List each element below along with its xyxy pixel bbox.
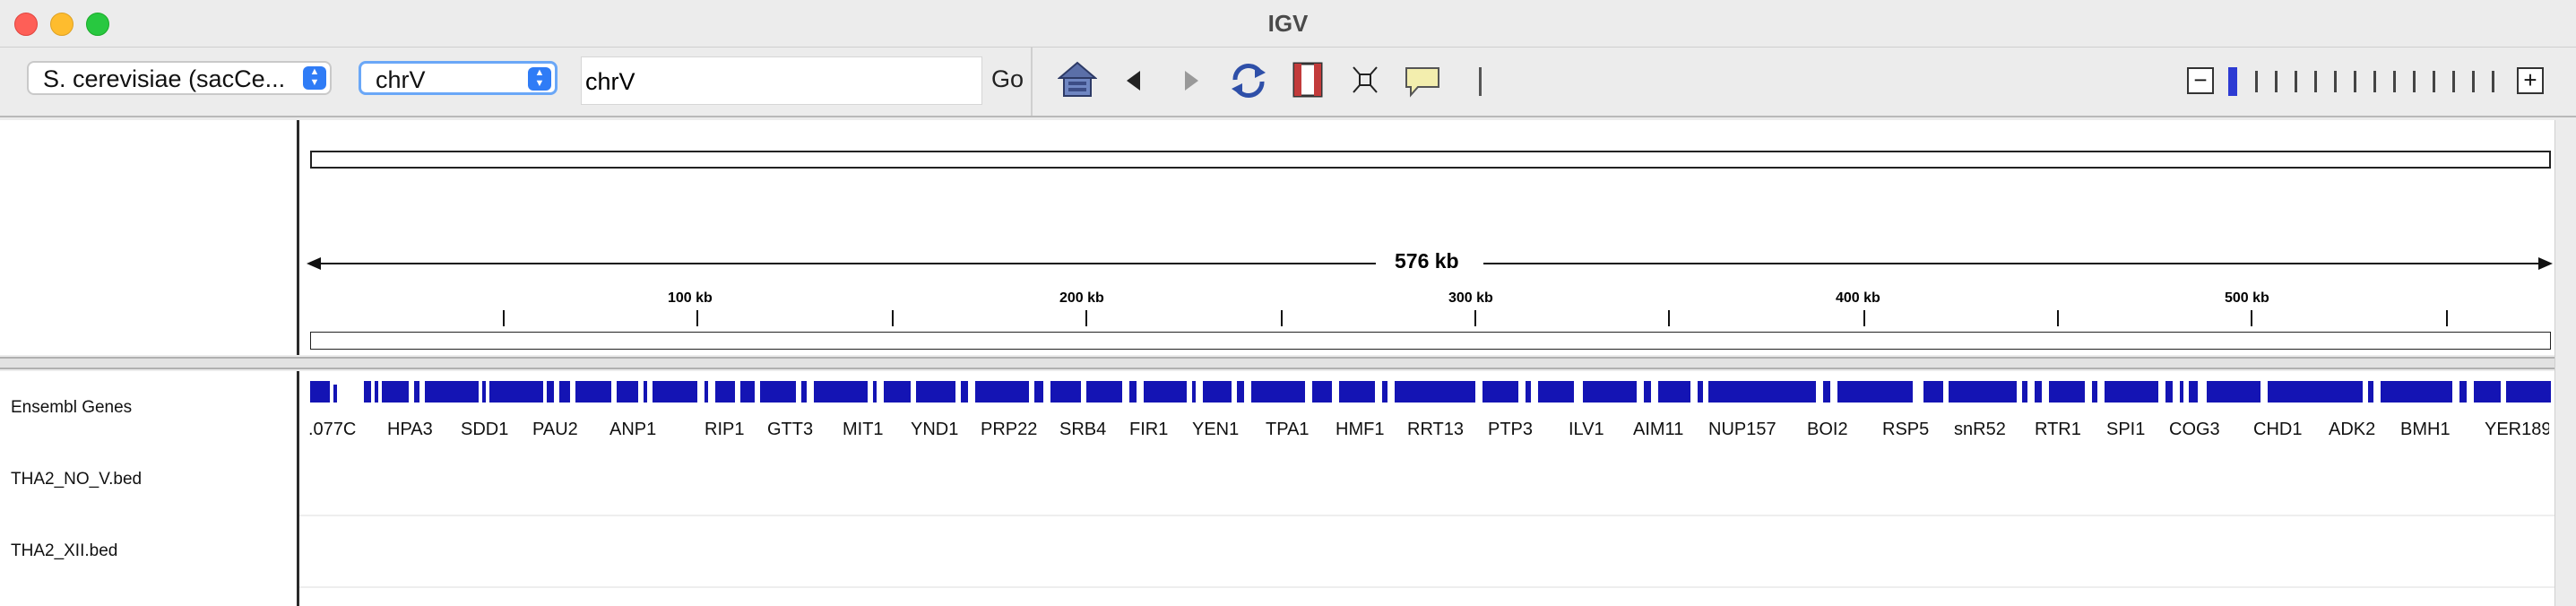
span-label: 576 kb xyxy=(1395,249,1459,273)
gene-label: RRT13 xyxy=(1407,420,1464,439)
gene-label: HMF1 xyxy=(1336,420,1385,439)
gene-label: CHD1 xyxy=(2253,420,2303,439)
gene-label: AIM11 xyxy=(1633,420,1684,439)
chevron-updown-icon: ▲ ▼ xyxy=(528,67,551,91)
gene-label: NUP157 xyxy=(1708,420,1776,439)
track-separator xyxy=(299,515,2554,516)
ruler-ticks xyxy=(503,310,2448,326)
gene-label: COG3 xyxy=(2169,420,2220,439)
gene-label: YEN1 xyxy=(1192,420,1240,439)
go-button[interactable]: Go xyxy=(991,65,1024,92)
zoom-tick xyxy=(2452,71,2455,92)
back-arrow-icon[interactable] xyxy=(1124,69,1144,92)
chromosome-select-value: chrV xyxy=(376,66,426,93)
locus-input[interactable]: chrV xyxy=(581,56,982,105)
span-arrow xyxy=(307,257,2553,270)
gene-label: RTR1 xyxy=(2035,420,2081,439)
gene-label: ADK2 xyxy=(2329,420,2376,439)
zoom-tick xyxy=(2413,71,2416,92)
gene-features[interactable] xyxy=(310,379,2551,406)
close-window-button[interactable] xyxy=(14,13,38,36)
zoom-tick xyxy=(2275,71,2278,92)
chromosome-ideogram[interactable] xyxy=(310,151,2551,169)
speech-bubble-icon[interactable] xyxy=(1404,65,1441,98)
zoom-tick xyxy=(2295,71,2297,92)
chevron-updown-icon: ▲ ▼ xyxy=(303,66,326,90)
gene-label: SPI1 xyxy=(2106,420,2146,439)
region-of-interest-icon[interactable] xyxy=(1292,62,1323,98)
ruler-toggle-icon[interactable] xyxy=(1479,67,1482,96)
gene-label: snR52 xyxy=(1954,420,2006,439)
gene-label: .077C xyxy=(308,420,357,439)
gene-label: FIR1 xyxy=(1129,420,1169,439)
ruler-tick-label: 500 kb xyxy=(2225,290,2269,306)
zoom-out-button[interactable]: − xyxy=(2187,67,2214,94)
ruler-tick-label: 400 kb xyxy=(1836,290,1880,306)
gene-label: BOI2 xyxy=(1807,420,1848,439)
gene-label: PTP3 xyxy=(1488,420,1534,439)
data-panel: Ensembl Genes THA2_NO_V.bed THA2_XII.bed xyxy=(0,371,2554,606)
gene-label: BMH1 xyxy=(2400,420,2451,439)
minimize-window-button[interactable] xyxy=(50,13,73,36)
zoom-slider-thumb[interactable] xyxy=(2228,67,2237,96)
gene-label: RSP5 xyxy=(1882,420,1930,439)
toolbar-divider xyxy=(1031,48,1033,116)
window-title: IGV xyxy=(1267,10,1309,37)
gene-label: SDD1 xyxy=(461,420,509,439)
track-name-panel: Ensembl Genes THA2_NO_V.bed THA2_XII.bed xyxy=(0,371,299,606)
genome-select-value: S. cerevisiae (sacCe... xyxy=(43,65,286,92)
title-bar: IGV xyxy=(0,0,2576,48)
zoom-tick xyxy=(2393,71,2396,92)
gene-label: ILV1 xyxy=(1569,420,1604,439)
locus-input-value: chrV xyxy=(585,68,635,95)
zoom-tick xyxy=(2255,71,2258,92)
panel-divider[interactable] xyxy=(0,357,2554,369)
ruler-tick-label: 100 kb xyxy=(668,290,713,306)
refresh-icon[interactable] xyxy=(1228,60,1269,101)
ruler-name-panel xyxy=(0,120,299,355)
gene-label: YER189 xyxy=(2485,420,2549,439)
gene-feature-blocks xyxy=(310,381,2551,403)
zoom-slider[interactable] xyxy=(2228,67,2515,96)
vertical-scrollbar[interactable] xyxy=(2554,120,2576,606)
home-icon[interactable] xyxy=(1058,60,1097,100)
gene-label: PAU2 xyxy=(532,420,578,439)
fit-to-window-icon[interactable] xyxy=(1352,65,1379,94)
gene-label: TPA1 xyxy=(1266,420,1310,439)
zoom-tick xyxy=(2472,71,2475,92)
track-name-ensembl-genes[interactable]: Ensembl Genes xyxy=(11,398,133,417)
gene-label: HPA3 xyxy=(387,420,433,439)
zoom-tick xyxy=(2492,71,2494,92)
track-name-tha2-no-v[interactable]: THA2_NO_V.bed xyxy=(11,470,143,489)
gene-label: MIT1 xyxy=(843,420,884,439)
zoom-tick xyxy=(2314,71,2317,92)
maximize-window-button[interactable] xyxy=(86,13,109,36)
zoom-tick xyxy=(2354,71,2356,92)
zoom-tick xyxy=(2373,71,2376,92)
zoom-in-button[interactable]: + xyxy=(2517,67,2544,94)
gene-label: YND1 xyxy=(911,420,959,439)
gene-label: GTT3 xyxy=(767,420,814,439)
gene-label: RIP1 xyxy=(705,420,745,439)
ruler-tick-label: 200 kb xyxy=(1059,290,1104,306)
zoom-tick xyxy=(2433,71,2435,92)
gene-label: SRB4 xyxy=(1059,420,1107,439)
track-name-tha2-xii[interactable]: THA2_XII.bed xyxy=(11,541,118,560)
ruler-tick-label: 300 kb xyxy=(1448,290,1493,306)
forward-arrow-icon[interactable] xyxy=(1181,69,1201,92)
zoom-tick xyxy=(2334,71,2337,92)
genome-select[interactable]: S. cerevisiae (sacCe... ▲ ▼ xyxy=(27,61,332,95)
toolbar: S. cerevisiae (sacCe... ▲ ▼ chrV ▲ ▼ chrV … xyxy=(0,48,2576,117)
chromosome-select[interactable]: chrV ▲ ▼ xyxy=(359,61,558,95)
track-separator xyxy=(299,586,2554,588)
ruler-baseline xyxy=(310,332,2551,350)
ruler-panel: 576 kb 100 kb 200 kb 300 kb 400 kb 500 k… xyxy=(0,120,2554,355)
gene-label: PRP22 xyxy=(981,420,1038,439)
gene-label: ANP1 xyxy=(609,420,657,439)
